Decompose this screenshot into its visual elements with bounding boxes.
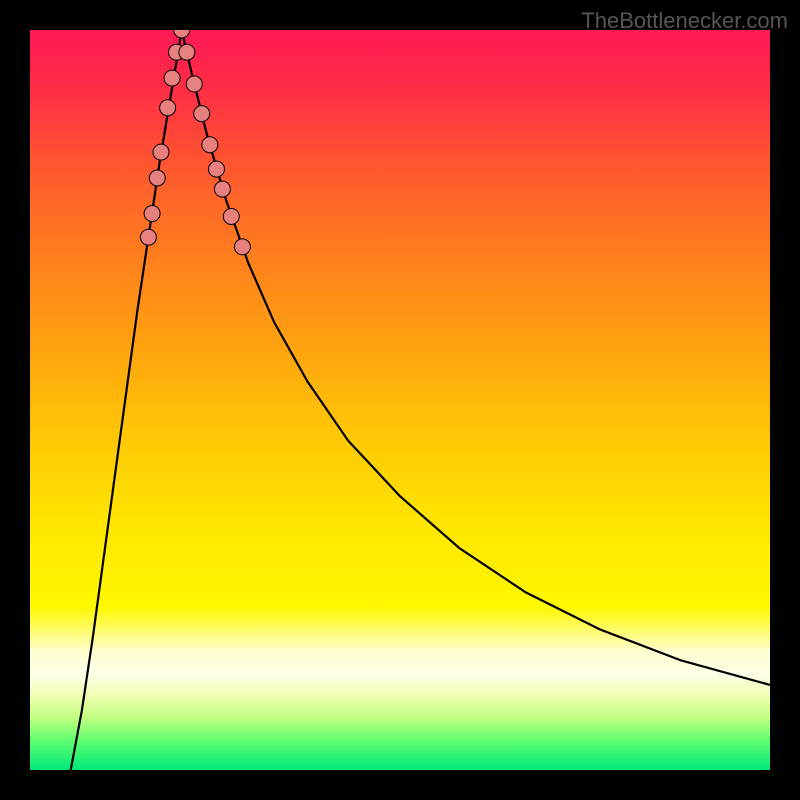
data-marker — [202, 137, 218, 153]
data-marker — [153, 144, 169, 160]
plot-area — [30, 30, 770, 770]
data-marker — [194, 106, 210, 122]
bottleneck-curve — [71, 30, 770, 770]
data-marker — [160, 100, 176, 116]
data-marker — [214, 181, 230, 197]
data-marker — [186, 76, 202, 92]
data-marker — [140, 229, 156, 245]
chart-container: TheBottlenecker.com — [0, 0, 800, 800]
watermark-text: TheBottlenecker.com — [581, 8, 788, 34]
data-marker — [223, 208, 239, 224]
data-marker — [144, 206, 160, 222]
data-marker — [149, 170, 165, 186]
data-marker — [179, 44, 195, 60]
data-marker — [174, 30, 190, 38]
data-marker — [208, 161, 224, 177]
curve-layer — [30, 30, 770, 770]
data-marker — [164, 70, 180, 86]
data-markers — [140, 30, 250, 255]
data-marker — [234, 239, 250, 255]
